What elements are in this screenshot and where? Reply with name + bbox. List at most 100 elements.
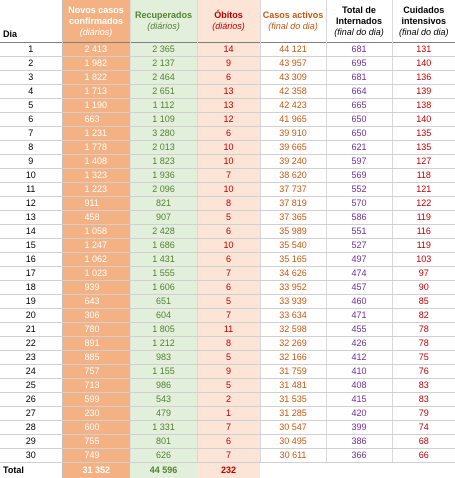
cell-dia: 13 [0, 211, 62, 225]
cell-novos-casos: 885 [62, 351, 130, 365]
cell-internados: 460 [326, 295, 392, 309]
cell-obitos: 6 [197, 435, 260, 449]
cell-cuidados-intensivos: 85 [392, 295, 455, 309]
cell-cuidados-intensivos: 90 [392, 281, 455, 295]
cell-obitos: 6 [197, 127, 260, 141]
total-empty-cell [326, 463, 392, 478]
cell-casos-activos: 31 285 [260, 407, 326, 421]
cell-casos-activos: 37 365 [260, 211, 326, 225]
cell-obitos: 7 [197, 169, 260, 183]
header-cuidados-intensivos: Cuidados intensivos (final do dia) [392, 0, 455, 43]
cell-dia: 18 [0, 281, 62, 295]
cell-internados: 527 [326, 239, 392, 253]
cell-dia: 26 [0, 393, 62, 407]
cell-recuperados: 1 936 [130, 169, 197, 183]
cell-casos-activos: 31 535 [260, 393, 326, 407]
cell-recuperados: 1 606 [130, 281, 197, 295]
cell-casos-activos: 33 939 [260, 295, 326, 309]
cell-dia: 22 [0, 337, 62, 351]
cell-recuperados: 986 [130, 379, 197, 393]
cell-novos-casos: 749 [62, 449, 130, 463]
cell-casos-activos: 37 737 [260, 183, 326, 197]
cell-novos-casos: 458 [62, 211, 130, 225]
cell-cuidados-intensivos: 119 [392, 239, 455, 253]
cell-cuidados-intensivos: 83 [392, 393, 455, 407]
cell-obitos: 1 [197, 407, 260, 421]
cell-dia: 25 [0, 379, 62, 393]
cell-internados: 426 [326, 337, 392, 351]
header-obitos-line1: Óbitos [198, 10, 260, 21]
cell-recuperados: 2 013 [130, 141, 197, 155]
total-label: Total [0, 463, 62, 478]
cell-internados: 665 [326, 99, 392, 113]
cell-obitos: 6 [197, 281, 260, 295]
cell-novos-casos: 1 408 [62, 155, 130, 169]
cell-obitos: 7 [197, 449, 260, 463]
cell-internados: 650 [326, 127, 392, 141]
cell-internados: 569 [326, 169, 392, 183]
cell-recuperados: 1 431 [130, 253, 197, 267]
total-empty-cell [260, 463, 326, 478]
cell-recuperados: 1 331 [130, 421, 197, 435]
cell-recuperados: 604 [130, 309, 197, 323]
cell-casos-activos: 35 989 [260, 225, 326, 239]
cell-novos-casos: 757 [62, 365, 130, 379]
header-novos-line1: Novos casos [63, 5, 130, 16]
cell-novos-casos: 1 778 [62, 141, 130, 155]
cell-obitos: 8 [197, 337, 260, 351]
cell-internados: 570 [326, 197, 392, 211]
cell-cuidados-intensivos: 140 [392, 113, 455, 127]
cell-recuperados: 907 [130, 211, 197, 225]
cell-cuidados-intensivos: 140 [392, 57, 455, 71]
cell-novos-casos: 1 247 [62, 239, 130, 253]
cell-casos-activos: 33 952 [260, 281, 326, 295]
cell-casos-activos: 30 495 [260, 435, 326, 449]
cell-obitos: 9 [197, 365, 260, 379]
total-row: Total 31 352 44 596 232 [0, 463, 455, 478]
cell-cuidados-intensivos: 66 [392, 449, 455, 463]
total-recuperados: 44 596 [130, 463, 197, 478]
header-row: Dia Novos casos confirmados (diários) Re… [0, 0, 455, 43]
cell-cuidados-intensivos: 136 [392, 71, 455, 85]
cell-internados: 410 [326, 365, 392, 379]
cell-recuperados: 2 651 [130, 85, 197, 99]
cell-dia: 19 [0, 295, 62, 309]
cell-casos-activos: 42 358 [260, 85, 326, 99]
cell-obitos: 6 [197, 71, 260, 85]
cell-internados: 681 [326, 71, 392, 85]
cell-recuperados: 479 [130, 407, 197, 421]
header-obitos-sub: (diários) [198, 21, 260, 32]
cell-dia: 29 [0, 435, 62, 449]
cell-dia: 12 [0, 197, 62, 211]
cell-novos-casos: 1 323 [62, 169, 130, 183]
cell-obitos: 10 [197, 155, 260, 169]
cell-obitos: 11 [197, 323, 260, 337]
cell-cuidados-intensivos: 83 [392, 379, 455, 393]
cell-internados: 681 [326, 43, 392, 57]
cell-recuperados: 1 686 [130, 239, 197, 253]
cell-internados: 471 [326, 309, 392, 323]
header-casos-activos: Casos activos (final do dia) [260, 0, 326, 43]
cell-casos-activos: 32 598 [260, 323, 326, 337]
cell-obitos: 5 [197, 379, 260, 393]
cell-internados: 552 [326, 183, 392, 197]
cell-novos-casos: 780 [62, 323, 130, 337]
cell-dia: 1 [0, 43, 62, 57]
cell-cuidados-intensivos: 68 [392, 435, 455, 449]
cell-novos-casos: 1 231 [62, 127, 130, 141]
cell-novos-casos: 939 [62, 281, 130, 295]
cell-recuperados: 1 109 [130, 113, 197, 127]
cell-dia: 2 [0, 57, 62, 71]
cell-cuidados-intensivos: 79 [392, 407, 455, 421]
cell-dia: 16 [0, 253, 62, 267]
cell-recuperados: 651 [130, 295, 197, 309]
header-dia: Dia [0, 0, 62, 43]
header-recuperados-sub: (diários) [131, 21, 197, 32]
